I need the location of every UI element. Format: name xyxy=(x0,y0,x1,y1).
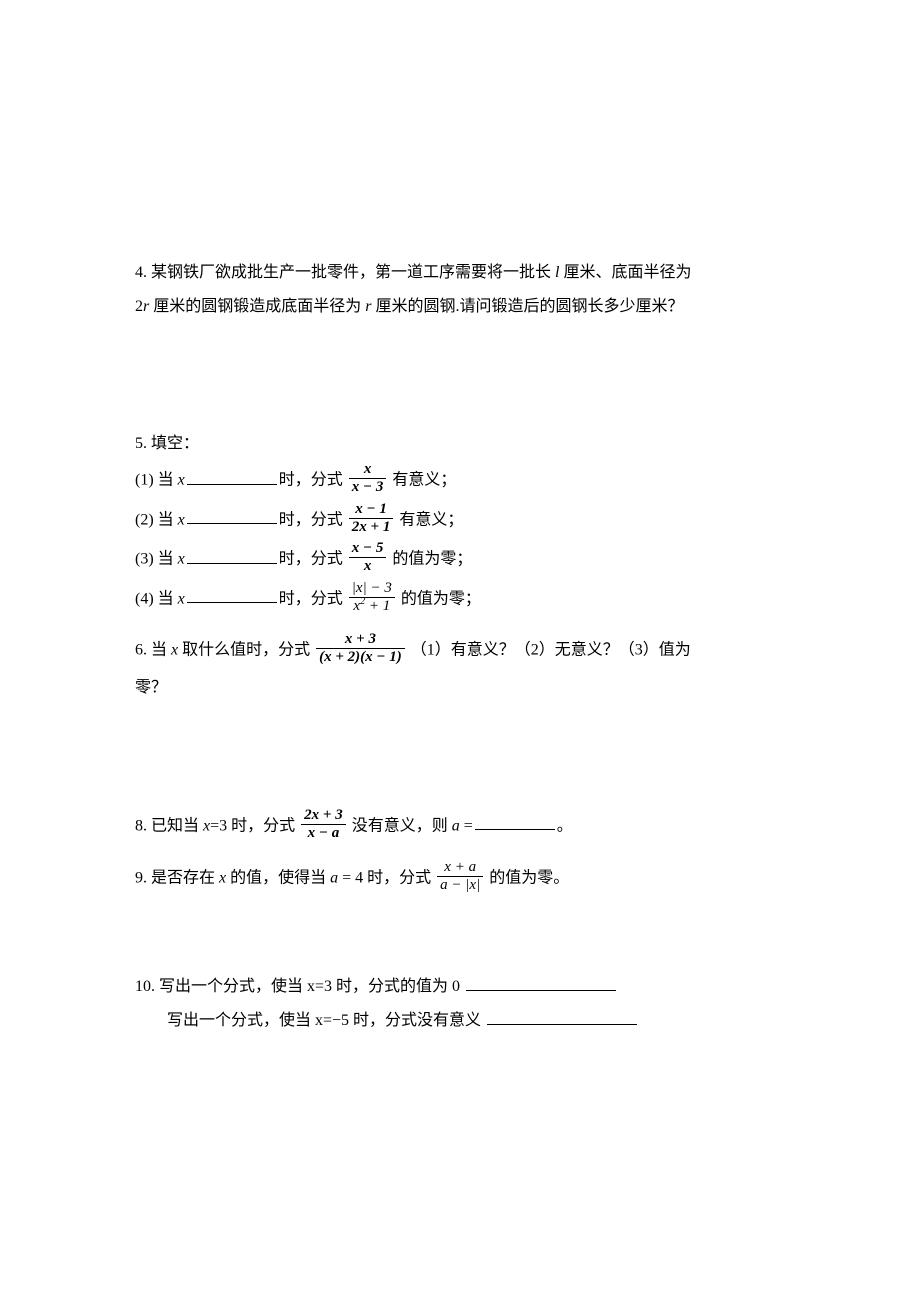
q5-part3: (3) 当 x时，分式 x − 5x 的值为零； xyxy=(135,542,785,578)
q6-den: (x + 2)(x − 1) xyxy=(316,649,405,666)
q9-frac: x + aa − |x| xyxy=(437,859,483,895)
q5p1-blank[interactable] xyxy=(187,469,277,484)
q5p3-blank[interactable] xyxy=(187,548,277,563)
q6-num: x + 3 xyxy=(316,631,405,649)
q5p4-mid: 时，分式 xyxy=(279,590,343,607)
q8-num: 2x + 3 xyxy=(301,807,346,825)
q5p1-den: x − 3 xyxy=(349,479,387,496)
q5p2-blank[interactable] xyxy=(187,509,277,524)
question-9: 9. 是否存在 x 的值，使得当 a = 4 时，分式 x + aa − |x|… xyxy=(135,861,785,897)
q4-l2c: 厘米的圆钢.请问锻造后的圆钢长多少厘米？ xyxy=(371,298,683,315)
q5p2-post: 有意义； xyxy=(399,511,463,528)
question-6: 6. 当 x 取什么值时，分式 x + 3(x + 2)(x − 1) （1）有… xyxy=(135,633,785,703)
question-10: 10. 写出一个分式，使当 x=3 时，分式的值为 0 写出一个分式，使当 x=… xyxy=(135,972,785,1037)
q8-eq2: = xyxy=(460,817,473,834)
q9-post: 的值为零。 xyxy=(489,869,569,886)
q6-posta: （1）有意义？（2）无意义？（3）值为 xyxy=(411,642,691,659)
q10-blank1[interactable] xyxy=(466,976,616,991)
q6-frac: x + 3(x + 2)(x − 1) xyxy=(316,631,405,667)
q5p3-mid: 时，分式 xyxy=(279,551,343,568)
q10-line1: 10. 写出一个分式，使当 x=3 时，分式的值为 0 xyxy=(135,972,785,1002)
q5p2-num: x − 1 xyxy=(349,501,394,519)
q6-mid: 取什么值时，分式 xyxy=(178,642,310,659)
q5p4-blank[interactable] xyxy=(187,588,277,603)
q4-line2: 2r 厘米的圆钢锻造成底面半径为 r 厘米的圆钢.请问锻造后的圆钢长多少厘米？ xyxy=(135,292,785,322)
q8-blank[interactable] xyxy=(475,815,555,830)
q5p3-num: x − 5 xyxy=(349,540,387,558)
q5p1-pre: (1) 当 xyxy=(135,472,178,489)
q9-line: 9. 是否存在 x 的值，使得当 a = 4 时，分式 x + aa − |x|… xyxy=(135,861,785,897)
q9-mid1: 的值，使得当 xyxy=(226,869,330,886)
q8-line: 8. 已知当 x=3 时，分式 2x + 3x − a 没有意义，则 a =。 xyxy=(135,809,785,845)
q8-end: 。 xyxy=(557,817,573,834)
q4-l2b: 厘米的圆钢锻造成底面半径为 xyxy=(149,298,365,315)
q8-frac: 2x + 3x − a xyxy=(301,807,346,843)
q5p1-mid: 时，分式 xyxy=(279,472,343,489)
question-8: 8. 已知当 x=3 时，分式 2x + 3x − a 没有意义，则 a =。 xyxy=(135,809,785,845)
q9-eq: = 4 时，分式 xyxy=(338,869,431,886)
q5p3-pre: (3) 当 xyxy=(135,551,178,568)
q5p2-den: 2x + 1 xyxy=(349,519,394,536)
q6-pre: 6. 当 xyxy=(135,642,171,659)
q5p4-num: |x| − 3 xyxy=(349,580,395,598)
worksheet-page: 4. 某钢铁厂欲成批生产一批零件，第一道工序需要将一批长 l 厘米、底面半径为 … xyxy=(0,0,920,1302)
q5p4-post: 的值为零； xyxy=(401,590,481,607)
q10-l1: 10. 写出一个分式，使当 x=3 时，分式的值为 0 xyxy=(135,978,464,995)
q9-pre: 9. 是否存在 xyxy=(135,869,219,886)
q5p4-frac: |x| − 3x2 + 1 xyxy=(349,580,395,616)
q8-den: x − a xyxy=(301,825,346,842)
q5p3-post: 的值为零； xyxy=(392,551,472,568)
q6-line1: 6. 当 x 取什么值时，分式 x + 3(x + 2)(x − 1) （1）有… xyxy=(135,633,785,669)
q5p3-den: x xyxy=(349,558,387,575)
q5p2-mid: 时，分式 xyxy=(279,511,343,528)
q5p2-frac: x − 12x + 1 xyxy=(349,501,394,537)
q5p1-num: x xyxy=(349,461,387,479)
q4-l1a: 4. 某钢铁厂欲成批生产一批零件，第一道工序需要将一批长 xyxy=(135,264,555,281)
question-5: 5. 填空： (1) 当 x时，分式 xx − 3 有意义； (2) 当 x时，… xyxy=(135,429,785,617)
q6-line2: 零？ xyxy=(135,673,785,703)
q5p2-pre: (2) 当 xyxy=(135,511,178,528)
q9-den: a − |x| xyxy=(437,877,483,894)
q5p1-var: x xyxy=(178,472,185,489)
q4-line1: 4. 某钢铁厂欲成批生产一批零件，第一道工序需要将一批长 l 厘米、底面半径为 xyxy=(135,258,785,288)
q8-a: a xyxy=(452,817,460,834)
q8-pre: 8. 已知当 xyxy=(135,817,203,834)
gap-after-q4 xyxy=(135,339,785,429)
q5p4-var: x xyxy=(178,590,185,607)
q9-a: a xyxy=(330,869,338,886)
q10-blank2[interactable] xyxy=(487,1010,637,1025)
q8-mid: 没有意义，则 xyxy=(352,817,452,834)
q5-head: 5. 填空： xyxy=(135,429,785,459)
q4-l2a: 2 xyxy=(135,298,143,315)
q5-part1: (1) 当 x时，分式 xx − 3 有意义； xyxy=(135,463,785,499)
q5p3-frac: x − 5x xyxy=(349,540,387,576)
question-4: 4. 某钢铁厂欲成批生产一批零件，第一道工序需要将一批长 l 厘米、底面半径为 … xyxy=(135,258,785,323)
q5p3-var: x xyxy=(178,551,185,568)
q5p2-var: x xyxy=(178,511,185,528)
q5-part4: (4) 当 x 时，分式 |x| − 3x2 + 1 的值为零； xyxy=(135,582,785,618)
q10-l2: 写出一个分式，使当 x=−5 时，分式没有意义 xyxy=(167,1012,485,1029)
q4-l1b: 厘米、底面半径为 xyxy=(559,264,691,281)
q5p4-pre: (4) 当 xyxy=(135,590,178,607)
q8-eq1b: =3 时，分式 xyxy=(210,817,295,834)
q9-num: x + a xyxy=(437,859,483,877)
q5-part2: (2) 当 x 时，分式 x − 12x + 1 有意义； xyxy=(135,503,785,539)
q10-line2: 写出一个分式，使当 x=−5 时，分式没有意义 xyxy=(135,1006,785,1036)
q5p1-post: 有意义； xyxy=(392,472,456,489)
gap-after-q9 xyxy=(135,912,785,972)
q5p1-frac: xx − 3 xyxy=(349,461,387,497)
gap-after-q6 xyxy=(135,719,785,809)
q5p4-den: x2 + 1 xyxy=(349,598,395,615)
